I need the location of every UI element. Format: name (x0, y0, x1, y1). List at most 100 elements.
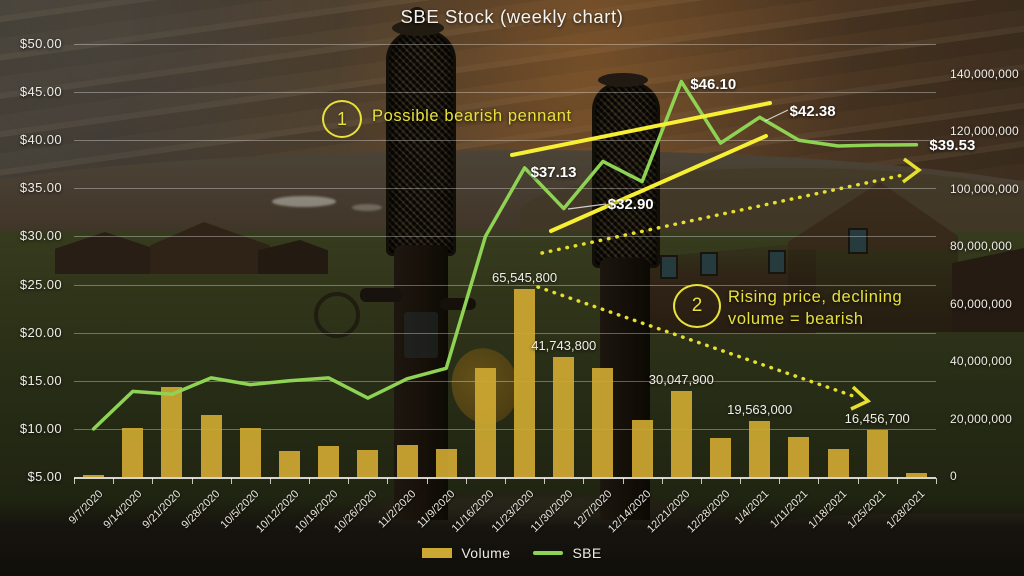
price-tick-label: $20.00 (19, 324, 62, 340)
chart-title: SBE Stock (weekly chart) (400, 6, 624, 27)
legend-sbe-label: SBE (572, 545, 602, 561)
volume-bar (357, 450, 379, 477)
price-callout: $37.13 (530, 163, 577, 181)
volume-bar (592, 367, 614, 477)
volume-bar (710, 437, 731, 477)
volume-bar (553, 357, 575, 477)
annotation-2-line2: volume = bearish (728, 310, 864, 328)
date-tick-label: 1/28/2021 (884, 488, 928, 532)
date-tick-label: 9/28/2020 (179, 488, 223, 532)
date-tick-label: 1/25/2021 (845, 488, 889, 532)
annotation-2-line1: Rising price, declining (728, 288, 903, 306)
date-tick-mark (230, 478, 232, 484)
date-tick-label: 9/21/2020 (140, 488, 184, 532)
gridline (74, 332, 936, 334)
leader-line-32-90 (567, 203, 607, 210)
gas-pump-left-cap (392, 20, 444, 36)
annotation-2-text: Rising price, declining volume = bearish (728, 286, 902, 330)
gridline (74, 44, 936, 45)
volume-bar (670, 390, 692, 477)
annotation-badge-1: 1 (322, 100, 362, 138)
volume-bar (788, 436, 810, 477)
volume-bar (749, 420, 771, 477)
legend: Volume SBE (0, 545, 1024, 561)
price-tick-label: $50.00 (19, 36, 62, 51)
volume-tick-label: 120,000,000 (950, 124, 1019, 139)
price-callout: $46.10 (690, 75, 737, 93)
volume-tick-label: 140,000,000 (950, 67, 1019, 81)
volume-bar (161, 386, 183, 477)
volume-bar (318, 445, 340, 477)
date-tick-mark (505, 478, 506, 484)
date-tick-mark (779, 478, 781, 484)
volume-callout: 41,743,800 (531, 338, 597, 354)
shed (952, 248, 1024, 332)
rising-price-dotted-arrow (540, 173, 905, 255)
volume-bar (279, 451, 300, 477)
date-tick-label: 11/16/2020 (450, 488, 497, 535)
rising-price-arrowhead (901, 157, 922, 184)
date-tick-label: 9/14/2020 (101, 488, 145, 532)
date-tick-mark (426, 478, 428, 484)
date-tick-mark (857, 478, 859, 484)
volume-bar (239, 428, 261, 477)
price-callout: $39.53 (929, 136, 976, 154)
gridline (74, 140, 936, 142)
date-tick-mark (896, 478, 898, 484)
declining-volume-arrowhead (850, 385, 872, 411)
volume-callout: 16,456,700 (844, 410, 910, 426)
price-tick-label: $5.00 (27, 469, 62, 484)
gas-pump-left-finial (408, 7, 426, 25)
volume-tick-label: 20,000,000 (950, 411, 1013, 426)
gridline (74, 188, 936, 190)
price-tick-label: $45.00 (19, 84, 62, 100)
date-tick-mark (74, 478, 75, 484)
volume-bar (396, 445, 418, 477)
date-tick-mark (661, 478, 663, 484)
annotation-1-text: Possible bearish pennant (372, 107, 572, 125)
volume-bar (827, 449, 849, 477)
date-tick-label: 11/2/2020 (376, 488, 419, 531)
date-tick-mark (583, 478, 585, 484)
volume-tick-label: 0 (950, 469, 957, 483)
leader-line-42-38 (764, 109, 789, 122)
volume-bar (631, 419, 653, 477)
date-tick-mark (113, 478, 115, 484)
date-tick-mark (387, 478, 389, 484)
volume-bar (200, 415, 222, 477)
legend-volume-swatch (422, 548, 453, 558)
volume-callout: 19,563,000 (727, 401, 793, 417)
volume-tick-label: 60,000,000 (950, 296, 1013, 311)
date-tick-label: 9/7/2020 (66, 488, 106, 527)
gridline (74, 236, 936, 238)
pennant-lower-trendline (549, 134, 768, 233)
volume-bar (122, 427, 144, 477)
price-callout: $32.90 (607, 195, 654, 213)
price-tick-label: $10.00 (19, 420, 62, 436)
annotation-badge-2: 2 (673, 284, 721, 328)
date-tick-mark (818, 478, 820, 484)
volume-bar (474, 367, 496, 477)
date-tick-mark (544, 478, 546, 484)
volume-tick-label: 80,000,000 (950, 239, 1013, 254)
annotation-badge-2-number: 2 (691, 295, 703, 316)
volume-bar (83, 474, 105, 477)
price-tick-label: $40.00 (19, 132, 62, 148)
volume-tick-label: 40,000,000 (950, 354, 1013, 369)
date-tick-label: 1/11/2021 (767, 488, 811, 531)
gridline (74, 380, 936, 382)
price-tick-label: $35.00 (19, 180, 62, 196)
date-tick-mark (622, 478, 624, 484)
volume-bar (905, 473, 927, 477)
volume-bar (435, 449, 457, 477)
sbe-price-line (91, 79, 919, 431)
price-callout: $42.38 (789, 103, 836, 121)
price-tick-label: $30.00 (19, 228, 62, 244)
volume-bar (514, 288, 536, 477)
foreground-ground (0, 500, 1024, 576)
annotation-badge-1-number: 1 (336, 108, 347, 129)
date-tick-mark (191, 478, 193, 484)
date-tick-label: 1/18/2021 (806, 488, 850, 532)
